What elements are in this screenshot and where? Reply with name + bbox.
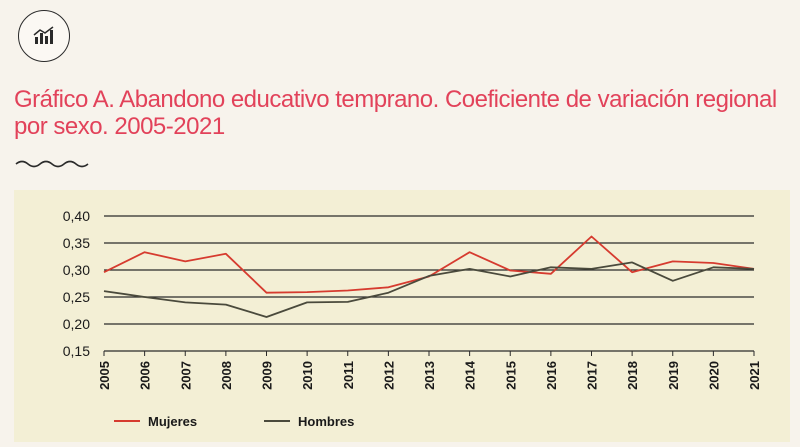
x-tick-label: 2011: [341, 361, 356, 389]
y-tick-label: 0,15: [63, 343, 90, 359]
series-line-mujeres: [103, 235, 755, 294]
legend-label: Hombres: [298, 414, 354, 429]
x-tick-label: 2009: [260, 361, 275, 390]
y-tick-label: 0,35: [63, 235, 90, 251]
y-tick-label: 0,25: [63, 289, 90, 305]
legend: Mujeres Hombres: [114, 414, 354, 429]
x-tick-label: 2014: [463, 360, 478, 390]
gridlines: [104, 215, 754, 352]
wave-divider-icon: [15, 160, 89, 168]
chart-badge: [18, 10, 70, 62]
x-tick-label: 2018: [625, 361, 640, 390]
y-tick-label: 0,30: [63, 262, 90, 278]
y-axis-ticks: 0,40 0,35 0,30 0,25 0,20 0,15: [63, 208, 90, 359]
x-tick-label: 2013: [422, 361, 437, 390]
x-tick-label: 2017: [585, 361, 600, 390]
series-lines: [103, 235, 755, 318]
x-tick-label: 2016: [544, 361, 559, 390]
x-tick-label: 2020: [706, 361, 721, 390]
y-tick-label: 0,40: [63, 208, 90, 224]
x-tick-label: 2010: [300, 361, 315, 390]
x-tick-label: 2015: [503, 361, 518, 390]
x-tick-label: 2005: [97, 361, 112, 390]
x-tick-label: 2012: [381, 361, 396, 390]
bar-chart-icon: [33, 26, 54, 44]
chart-title: Gráfico A. Abandono educativo temprano. …: [14, 86, 777, 140]
x-tick-label: 2021: [747, 361, 762, 390]
chart-panel: 0,40 0,35 0,30 0,25 0,20 0,15 2005 2006 2007 200…: [14, 190, 790, 442]
line-chart: 0,400,350,300,250,200,15 2005 2006 2007 200…: [63, 208, 762, 429]
x-tick-label: 2006: [138, 361, 153, 390]
x-tick-label: 2019: [666, 361, 681, 390]
x-tick-label: 2008: [219, 361, 234, 390]
legend-label: Mujeres: [148, 414, 197, 429]
x-tick-label: 2007: [178, 361, 193, 390]
y-tick-label: 0,20: [63, 316, 90, 332]
x-axis-ticks: 2005 2006 2007 2008 2009 2010 2011 2012 2013 2014…: [97, 351, 762, 390]
